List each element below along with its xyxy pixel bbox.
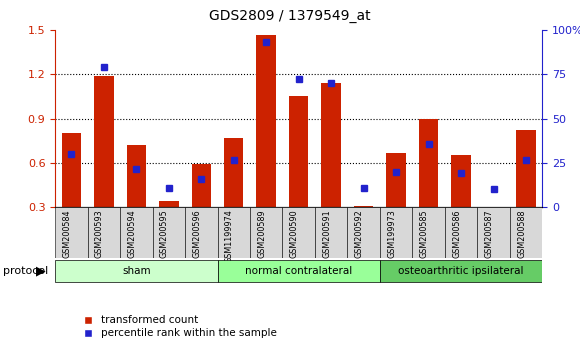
Bar	[354, 206, 374, 207]
Text: GSM200584: GSM200584	[62, 209, 71, 258]
Text: GDS2809 / 1379549_at: GDS2809 / 1379549_at	[209, 9, 371, 23]
FancyBboxPatch shape	[315, 207, 347, 258]
Bar	[256, 34, 276, 207]
Text: GSM200594: GSM200594	[127, 209, 136, 258]
Text: GSM200585: GSM200585	[419, 209, 429, 258]
Legend: transformed count, percentile rank within the sample: transformed count, percentile rank withi…	[80, 311, 281, 343]
FancyBboxPatch shape	[88, 207, 120, 258]
Text: GSM1199974: GSM1199974	[224, 209, 234, 263]
Bar	[61, 133, 81, 207]
FancyBboxPatch shape	[445, 207, 477, 258]
Text: GSM200591: GSM200591	[322, 209, 331, 258]
FancyBboxPatch shape	[218, 260, 380, 282]
FancyBboxPatch shape	[380, 207, 412, 258]
FancyBboxPatch shape	[250, 207, 282, 258]
Text: GSM200595: GSM200595	[160, 209, 169, 258]
FancyBboxPatch shape	[120, 207, 153, 258]
Text: osteoarthritic ipsilateral: osteoarthritic ipsilateral	[398, 266, 524, 276]
Text: GSM200596: GSM200596	[192, 209, 201, 258]
FancyBboxPatch shape	[55, 207, 88, 258]
FancyBboxPatch shape	[412, 207, 445, 258]
FancyBboxPatch shape	[153, 207, 185, 258]
Text: normal contralateral: normal contralateral	[245, 266, 352, 276]
Bar	[94, 76, 114, 207]
Text: GSM200589: GSM200589	[257, 209, 266, 258]
FancyBboxPatch shape	[282, 207, 315, 258]
Text: sham: sham	[122, 266, 151, 276]
Bar	[321, 83, 341, 207]
Bar	[224, 138, 244, 207]
Bar	[386, 153, 406, 207]
FancyBboxPatch shape	[477, 207, 510, 258]
Text: GSM200593: GSM200593	[95, 209, 104, 258]
Bar	[419, 119, 438, 207]
Text: GSM199973: GSM199973	[387, 209, 396, 258]
Text: GSM200586: GSM200586	[452, 209, 461, 258]
FancyBboxPatch shape	[510, 207, 542, 258]
Text: GSM200588: GSM200588	[517, 209, 526, 258]
Bar	[159, 201, 179, 207]
Bar	[289, 96, 309, 207]
Bar	[126, 145, 146, 207]
FancyBboxPatch shape	[380, 260, 542, 282]
Text: protocol: protocol	[3, 266, 48, 276]
FancyBboxPatch shape	[185, 207, 218, 258]
Text: GSM200590: GSM200590	[289, 209, 299, 258]
Bar	[451, 155, 471, 207]
Text: ▶: ▶	[35, 264, 45, 277]
Text: GSM200592: GSM200592	[354, 209, 364, 258]
FancyBboxPatch shape	[55, 260, 218, 282]
Bar	[191, 164, 211, 207]
Text: GSM200587: GSM200587	[484, 209, 494, 258]
FancyBboxPatch shape	[347, 207, 380, 258]
Bar	[516, 130, 536, 207]
FancyBboxPatch shape	[218, 207, 250, 258]
